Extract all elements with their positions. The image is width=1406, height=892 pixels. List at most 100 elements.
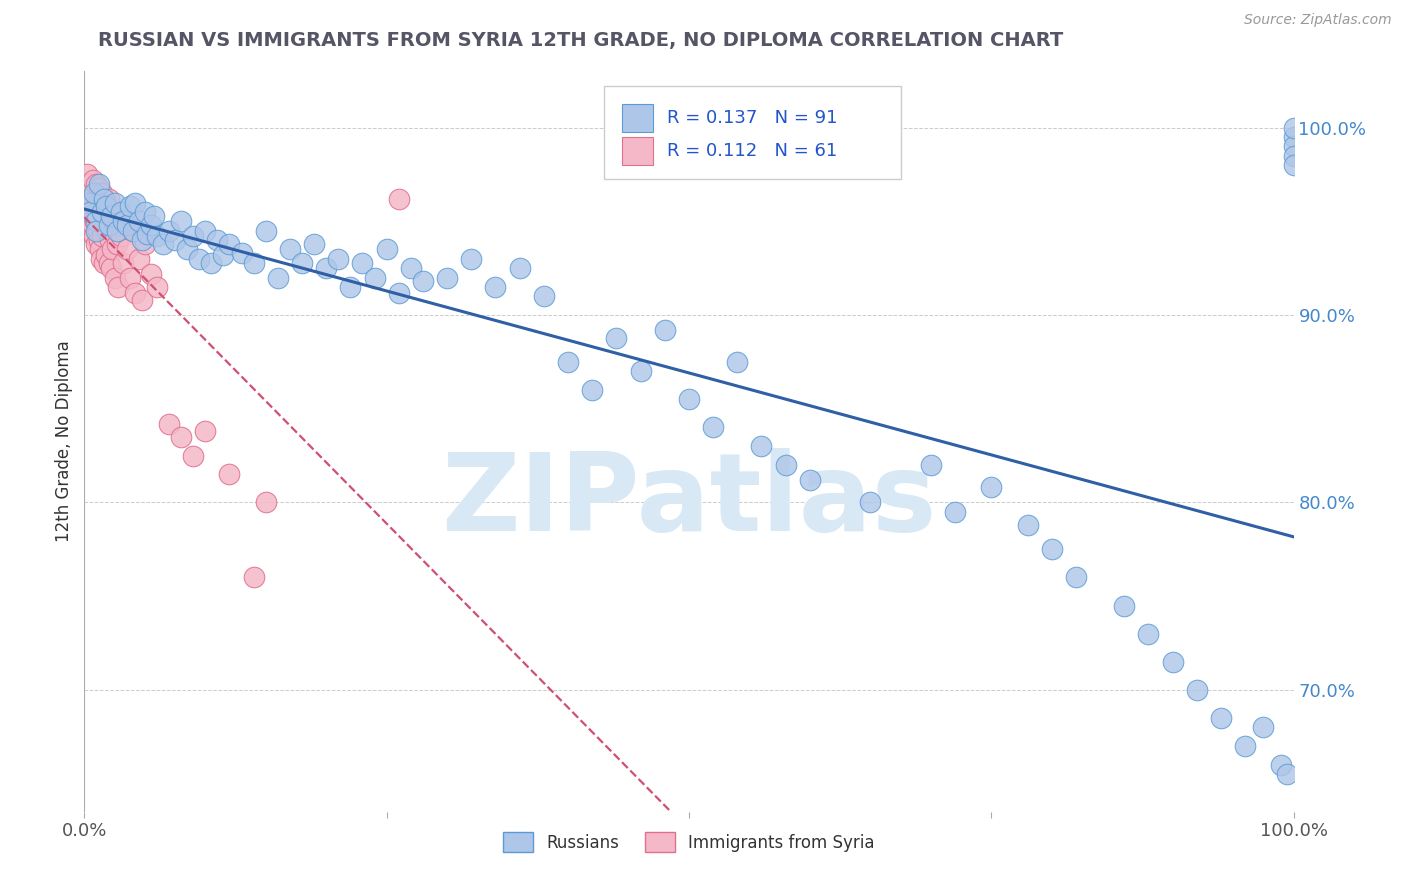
Point <box>98 233 121 247</box>
Point <box>581 383 603 397</box>
Point <box>121 224 143 238</box>
Point <box>194 424 217 438</box>
Point <box>278 243 301 257</box>
Point <box>86 177 108 191</box>
Point <box>920 458 942 472</box>
Point <box>1270 757 1292 772</box>
Point <box>93 192 115 206</box>
Text: ZIPatlas: ZIPatlas <box>441 448 936 554</box>
Point <box>120 270 142 285</box>
Point <box>1253 720 1275 734</box>
Point <box>1282 139 1305 153</box>
Point <box>557 355 579 369</box>
Point <box>188 252 211 266</box>
Point <box>93 255 115 269</box>
Point <box>388 192 411 206</box>
Point <box>143 209 166 223</box>
Point <box>128 252 150 266</box>
Point <box>80 180 103 194</box>
Point <box>87 177 110 191</box>
Point <box>105 224 128 238</box>
Point <box>136 227 159 242</box>
Point <box>89 243 111 257</box>
Point <box>170 430 193 444</box>
Point <box>170 214 193 228</box>
Point <box>80 211 103 225</box>
Point <box>83 186 105 201</box>
Point <box>399 261 422 276</box>
Point <box>77 205 100 219</box>
Point <box>100 261 122 276</box>
Point <box>242 255 264 269</box>
Point <box>146 229 169 244</box>
Point <box>97 255 120 269</box>
Point <box>90 199 112 213</box>
Point <box>460 252 482 266</box>
Point <box>654 323 676 337</box>
Legend: Russians, Immigrants from Syria: Russians, Immigrants from Syria <box>496 825 882 859</box>
Point <box>91 186 114 201</box>
Point <box>218 467 240 482</box>
Point <box>436 270 458 285</box>
Point <box>94 248 117 262</box>
Point <box>79 224 101 238</box>
Point <box>165 233 187 247</box>
Point <box>254 224 277 238</box>
Point <box>605 330 627 344</box>
Text: R = 0.112   N = 61: R = 0.112 N = 61 <box>668 142 838 160</box>
Point <box>509 261 531 276</box>
Point <box>115 218 138 232</box>
FancyBboxPatch shape <box>623 104 652 132</box>
Text: Source: ZipAtlas.com: Source: ZipAtlas.com <box>1244 13 1392 28</box>
Point <box>1282 120 1305 135</box>
Point <box>146 280 169 294</box>
Point <box>97 218 120 232</box>
Point <box>86 214 108 228</box>
Point <box>775 458 797 472</box>
Point <box>1282 149 1305 163</box>
Point <box>315 261 337 276</box>
Point <box>375 243 398 257</box>
Point <box>134 205 156 219</box>
Point <box>181 229 204 244</box>
Point <box>412 274 434 288</box>
Point <box>859 495 882 509</box>
Point <box>302 236 325 251</box>
Point <box>82 218 104 232</box>
Point <box>115 243 138 257</box>
Point <box>82 173 104 187</box>
Point <box>212 248 235 262</box>
Point <box>1282 158 1305 172</box>
Point <box>101 243 124 257</box>
Point <box>207 233 229 247</box>
Point <box>1277 767 1299 781</box>
Point <box>176 243 198 257</box>
Point <box>267 270 290 285</box>
Point <box>231 246 253 260</box>
Point <box>484 280 506 294</box>
Point <box>799 473 821 487</box>
Point <box>94 199 117 213</box>
Point <box>121 224 143 238</box>
Point <box>86 195 108 210</box>
Point <box>678 392 700 407</box>
Point <box>1209 711 1232 725</box>
Point <box>76 168 98 182</box>
Point <box>86 224 108 238</box>
Point <box>124 285 146 300</box>
Point <box>100 209 122 223</box>
Point <box>242 570 264 584</box>
Point <box>751 439 773 453</box>
Point <box>134 236 156 251</box>
Point <box>77 177 100 191</box>
Point <box>157 224 180 238</box>
Point <box>1161 655 1184 669</box>
Point <box>79 205 101 219</box>
Point <box>1114 599 1136 613</box>
Point <box>1185 682 1208 697</box>
Point <box>328 252 350 266</box>
Point <box>1234 739 1257 753</box>
Point <box>77 195 100 210</box>
Point <box>630 364 652 378</box>
Point <box>139 267 162 281</box>
